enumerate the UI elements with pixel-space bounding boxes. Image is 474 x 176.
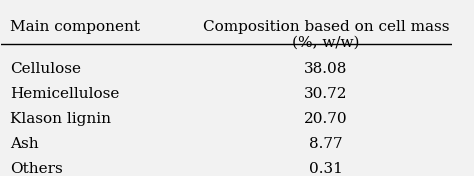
Text: 20.70: 20.70 [304, 112, 348, 126]
Text: 30.72: 30.72 [304, 87, 348, 101]
Text: Ash: Ash [10, 137, 39, 151]
Text: Main component: Main component [10, 20, 140, 33]
Text: Cellulose: Cellulose [10, 62, 82, 76]
Text: 0.31: 0.31 [309, 162, 343, 175]
Text: Others: Others [10, 162, 63, 175]
Text: 8.77: 8.77 [309, 137, 343, 151]
Text: Hemicellulose: Hemicellulose [10, 87, 120, 101]
Text: Klason lignin: Klason lignin [10, 112, 111, 126]
Text: 38.08: 38.08 [304, 62, 347, 76]
Text: Composition based on cell mass
(%, w/w): Composition based on cell mass (%, w/w) [203, 20, 449, 50]
